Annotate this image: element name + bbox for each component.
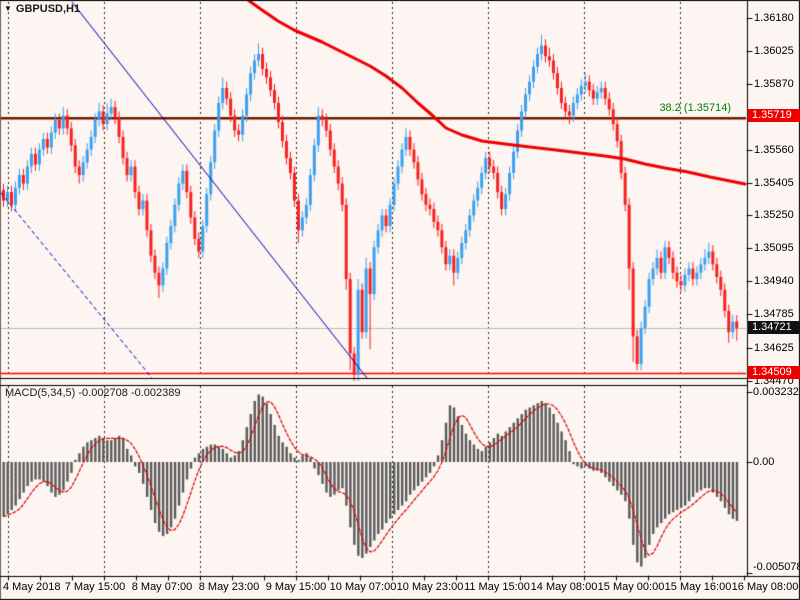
price-axis-label: 1.36025 xyxy=(754,45,794,57)
macd-main-value: -0.002708 xyxy=(78,387,128,399)
time-axis-label: 4 May 2018 xyxy=(3,581,61,593)
price-axis-label: 1.36180 xyxy=(754,12,794,24)
time-axis-label: 11 May 15:00 xyxy=(464,581,530,593)
time-axis-label: 8 May 23:00 xyxy=(198,581,260,593)
time-axis-label: 15 May 16:00 xyxy=(664,581,732,593)
price-axis-label: 1.35560 xyxy=(754,144,794,156)
current-price-tag: 1.35719 xyxy=(748,109,800,122)
price-axis-label: 1.34940 xyxy=(754,275,794,287)
current-price-tag: 1.34509 xyxy=(748,366,800,379)
price-axis-label: 1.34785 xyxy=(754,308,794,320)
time-axis-label: 14 May 08:00 xyxy=(530,581,598,593)
time-axis-label: 15 May 00:00 xyxy=(597,581,665,593)
macd-axis-label: 0.003232 xyxy=(753,386,799,398)
macd-signal-value: -0.002389 xyxy=(130,387,181,399)
symbol-text: GBPUSD,H1 xyxy=(15,3,81,15)
current-price-tag: 1.34721 xyxy=(748,321,800,334)
macd-axis-label: 0.00 xyxy=(753,456,775,468)
price-axis-label: 1.34625 xyxy=(754,342,794,354)
dropdown-triangle-icon[interactable]: ▼ xyxy=(4,4,12,13)
time-axis-label: 16 May 08:00 xyxy=(731,581,799,593)
price-axis-label: 1.35250 xyxy=(754,209,794,221)
price-axis-label: 1.35870 xyxy=(754,78,794,90)
macd-axis-label: -0.005078 xyxy=(753,561,800,573)
macd-name: MACD(5,34,5) xyxy=(5,387,76,399)
time-axis-label: 8 May 07:00 xyxy=(131,581,193,593)
time-axis-label: 10 May 23:00 xyxy=(396,581,464,593)
price-axis-label: 1.35095 xyxy=(754,242,794,254)
time-axis-label: 7 May 15:00 xyxy=(64,581,126,593)
time-axis-label: 10 May 07:00 xyxy=(329,581,397,593)
fib-level-label: 38.2 (1.35714) xyxy=(659,102,731,114)
macd-indicator-label: MACD(5,34,5) -0.002708 -0.002389 xyxy=(5,387,181,399)
symbol-timeframe-label: ▼ GBPUSD,H1 xyxy=(4,3,80,15)
time-axis-label: 9 May 15:00 xyxy=(265,581,327,593)
price-axis-label: 1.35405 xyxy=(754,177,794,189)
